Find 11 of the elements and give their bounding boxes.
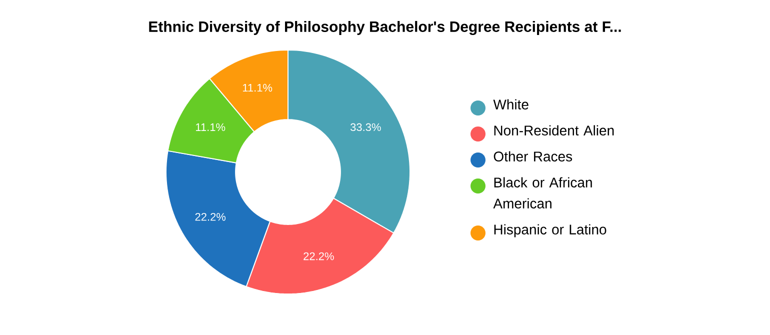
data-label: 11.1% (242, 84, 272, 92)
legend-label: Black or African American (493, 177, 592, 208)
data-label: 11.1% (196, 123, 226, 132)
legend-label: Hispanic or Latino (494, 224, 606, 238)
data-label: 22.2% (195, 212, 226, 221)
chart-title: Ethnic Diversity of Philosophy Bachelor's Degree Recipients at F... (149, 20, 621, 36)
legend-label: Other Races (494, 151, 572, 162)
legend-label: White (493, 99, 528, 110)
legend-label: Non-Resident Alien (494, 125, 614, 136)
data-label: 22.2% (304, 252, 334, 260)
data-label: 33.3% (350, 123, 381, 132)
